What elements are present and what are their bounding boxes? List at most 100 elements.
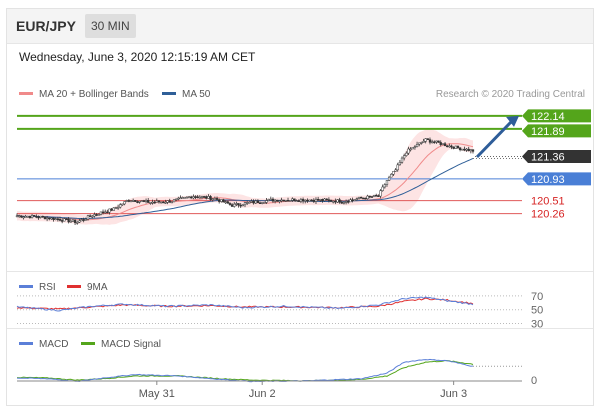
last-price-label: 121.36	[531, 151, 565, 163]
candle-body	[170, 201, 174, 204]
x-tick-label: Jun 2	[249, 388, 276, 400]
candle-body	[368, 195, 371, 198]
candle-body	[256, 200, 260, 204]
candle-body	[230, 204, 234, 207]
candle-body	[323, 198, 326, 201]
candle-body	[237, 203, 240, 206]
candle-body	[175, 198, 178, 201]
candle-body	[377, 195, 380, 197]
candle-body	[71, 219, 75, 222]
candle-body	[269, 198, 272, 201]
candle-body	[56, 218, 60, 220]
symbol-title: EUR/JPY	[16, 18, 76, 34]
candle-body	[30, 215, 34, 218]
candle-body	[215, 198, 219, 200]
candle-body	[394, 169, 397, 172]
candle-body	[218, 199, 221, 202]
candle-body	[147, 200, 150, 203]
candle-body	[58, 218, 62, 221]
candle-body	[248, 202, 251, 204]
candle-body	[289, 200, 292, 202]
candle-body	[437, 140, 440, 143]
candle-body	[403, 155, 406, 159]
candle-body	[252, 201, 255, 204]
candle-body	[362, 197, 365, 200]
candle-body	[155, 200, 158, 203]
candle-body	[67, 218, 70, 223]
candle-body	[314, 198, 318, 202]
candle-body	[99, 211, 103, 215]
candle-body	[430, 141, 434, 144]
candle-body	[187, 196, 191, 199]
candle-body	[336, 199, 339, 203]
candle-body	[246, 202, 249, 204]
rsi-tick-50: 50	[531, 305, 543, 317]
pivot-tag	[522, 172, 591, 186]
candle-body	[183, 197, 186, 199]
candle-body	[241, 204, 244, 207]
candle-body	[50, 217, 53, 220]
candle-body	[267, 199, 270, 201]
candle-body	[467, 148, 470, 152]
candle-body	[379, 190, 382, 197]
candle-body	[192, 196, 195, 199]
legend-macd: MACD	[19, 339, 68, 350]
macd-line	[16, 358, 474, 383]
candle-body	[18, 215, 21, 217]
candle-body	[351, 199, 354, 201]
candle-body	[73, 219, 77, 223]
candle-body	[366, 195, 369, 199]
candle-body	[340, 202, 343, 204]
candle-body	[360, 196, 363, 199]
candle-body	[39, 215, 42, 218]
legend-rsi-ma-label: 9MA	[87, 282, 108, 293]
candle-body	[243, 202, 247, 206]
candles-group	[15, 137, 475, 226]
candle-body	[26, 216, 29, 218]
candle-body	[452, 146, 455, 149]
candle-body	[110, 208, 113, 211]
timestamp: Wednesday, June 3, 2020 12:15:19 AM CET	[19, 50, 256, 64]
candle-body	[347, 201, 350, 203]
candle-body	[101, 211, 105, 214]
candle-body	[116, 206, 120, 209]
pivot-label: 120.93	[531, 174, 565, 186]
candle-body	[342, 201, 346, 204]
candle-body	[140, 200, 143, 202]
candle-body	[112, 207, 115, 211]
candle-body	[144, 200, 148, 202]
candle-body	[321, 199, 324, 201]
candle-body	[418, 142, 421, 145]
candle-body	[381, 186, 384, 191]
candle-body	[405, 152, 408, 156]
legend-macd-label: MACD	[39, 339, 69, 350]
candle-body	[239, 204, 242, 207]
timeframe-badge[interactable]: 30 MIN	[85, 14, 136, 38]
candle-body	[179, 197, 182, 200]
candle-body	[306, 199, 309, 202]
candle-body	[308, 199, 311, 202]
candle-body	[353, 199, 356, 201]
candle-body	[138, 200, 141, 203]
candle-body	[84, 218, 87, 221]
candle-body	[387, 176, 391, 181]
candle-body	[332, 200, 335, 203]
candle-body	[65, 218, 68, 220]
candle-body	[250, 201, 253, 203]
candle-body	[446, 145, 449, 148]
candle-body	[261, 202, 264, 204]
candle-body	[185, 196, 189, 199]
candle-body	[286, 200, 290, 202]
candle-body	[104, 211, 107, 214]
candle-body	[278, 200, 281, 202]
candle-body	[213, 198, 217, 200]
candle-body	[325, 198, 328, 201]
candle-body	[409, 148, 412, 151]
candle-body	[88, 215, 92, 217]
resistance-2-label: 122.14	[531, 111, 565, 123]
candle-body	[233, 203, 236, 207]
candle-body	[177, 197, 180, 200]
candle-body	[258, 202, 262, 205]
candle-body	[168, 200, 171, 203]
